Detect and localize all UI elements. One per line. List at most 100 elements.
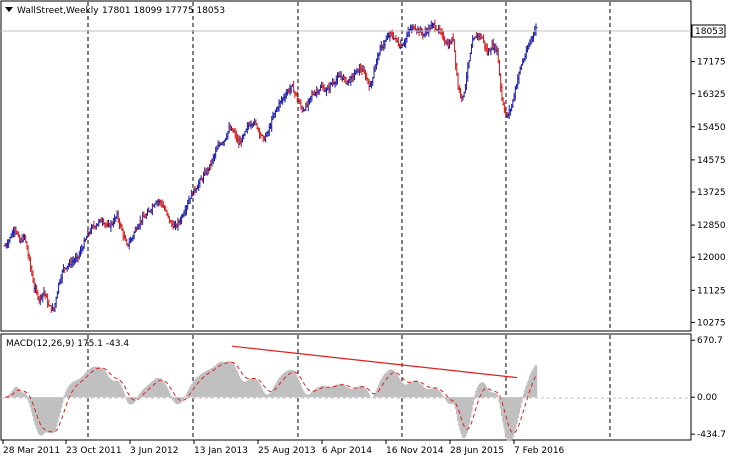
macd-bar	[202, 372, 205, 398]
macd-bar	[197, 376, 200, 398]
macd-bar	[278, 378, 281, 398]
macd-bar	[398, 379, 401, 398]
macd-bar	[88, 369, 91, 398]
macd-bar	[187, 389, 191, 398]
macd-bar	[440, 393, 443, 398]
macd-bar	[496, 394, 499, 398]
macd-signal-line	[4, 361, 537, 434]
time-tick-label-8: 7 Feb 2016	[514, 446, 565, 456]
macd-bar	[259, 386, 262, 398]
macd-bar	[222, 361, 225, 398]
macd-bar	[327, 387, 331, 398]
macd-bar	[174, 397, 177, 404]
macd-bar	[85, 372, 88, 398]
macd-bar	[288, 369, 292, 398]
price-tick-label-1: 11125	[697, 286, 726, 296]
price-tick-label-3: 12850	[697, 221, 726, 231]
macd-bar	[164, 385, 167, 398]
macd-bar	[16, 387, 19, 398]
macd-bar	[225, 361, 228, 398]
macd-bar	[127, 397, 130, 403]
macd-bar	[257, 382, 260, 398]
macd-bar	[302, 391, 305, 398]
macd-bar	[57, 397, 60, 418]
macd-bar	[429, 388, 432, 398]
macd-bar	[246, 380, 249, 398]
time-tick-label-2: 3 Jun 2012	[130, 446, 178, 456]
macd-bar	[342, 384, 345, 398]
macd-bar	[511, 397, 515, 437]
macd-bar	[67, 387, 70, 398]
macd-bar	[41, 397, 44, 435]
macd-bar	[256, 380, 259, 398]
macd-bar	[189, 387, 192, 398]
time-tick-label-5: 6 Apr 2014	[322, 446, 372, 456]
macd-bar	[470, 397, 473, 412]
macd-bar	[281, 374, 284, 398]
macd-bar	[316, 387, 320, 398]
macd-bar	[508, 397, 511, 442]
macd-bar	[264, 394, 267, 398]
macd-bar	[519, 397, 522, 408]
macd-bar	[260, 388, 264, 398]
macd-bar	[510, 397, 513, 440]
macd-bar	[313, 390, 316, 398]
macd-bar	[55, 397, 58, 427]
macd-bar	[464, 397, 467, 437]
macd-bar	[292, 370, 295, 398]
macd-bar	[358, 386, 361, 398]
macd-bar	[345, 386, 348, 398]
macd-bar	[421, 386, 424, 398]
macd-bar	[50, 397, 53, 434]
macd-bar	[84, 373, 87, 398]
macd-bar	[111, 380, 114, 398]
macd-bar	[528, 376, 532, 398]
macd-bar	[186, 391, 189, 398]
macd-bar	[468, 397, 471, 424]
macd-bar	[10, 392, 13, 398]
macd-bar	[422, 387, 426, 398]
macd-bar	[374, 392, 377, 398]
macd-bar	[142, 388, 146, 398]
macd-bar	[63, 394, 66, 398]
macd-bar	[413, 380, 416, 398]
price-axis: 10275 11125 12000 12850 13725 14575 15450 16325…	[691, 58, 726, 328]
macd-bar	[503, 397, 506, 429]
macd-bar	[253, 378, 256, 398]
macd-bar	[27, 397, 30, 400]
macd-bar	[514, 397, 517, 429]
macd-bar	[193, 380, 197, 398]
macd-bar	[386, 371, 389, 398]
macd-bar	[509, 397, 512, 442]
price-tick-label-7: 16325	[697, 90, 726, 100]
ohlc-values: 17801 18099 17775 18053	[102, 6, 225, 16]
time-tick-label-3: 13 Jan 2013	[194, 446, 248, 456]
macd-bar	[381, 377, 384, 398]
macd-bar	[185, 394, 188, 398]
macd-bar	[493, 393, 496, 398]
macd-bar	[318, 386, 321, 398]
macd-bar	[70, 382, 74, 398]
macd-bar	[471, 397, 474, 406]
macd-bar	[230, 362, 233, 398]
macd-bar	[47, 397, 51, 433]
macd-bar	[515, 397, 518, 424]
macd-bar	[81, 375, 85, 398]
dropdown-icon[interactable]	[5, 7, 13, 12]
macd-tick-label-2: -434.7	[697, 430, 726, 440]
macd-bar	[157, 378, 160, 398]
macd-bar	[488, 391, 491, 398]
macd-bar	[192, 381, 195, 398]
macd-bar	[95, 366, 98, 398]
macd-bar	[394, 373, 398, 398]
macd-bar	[56, 397, 59, 423]
macd-bar	[364, 388, 367, 398]
macd-bar	[452, 397, 455, 404]
macd-bar	[159, 378, 163, 398]
macd-bar	[336, 384, 339, 398]
macd-bar	[237, 375, 241, 398]
current-price-tag	[691, 24, 726, 38]
macd-bar	[426, 389, 429, 398]
macd-bar	[362, 386, 365, 398]
macd-bar	[239, 378, 242, 398]
